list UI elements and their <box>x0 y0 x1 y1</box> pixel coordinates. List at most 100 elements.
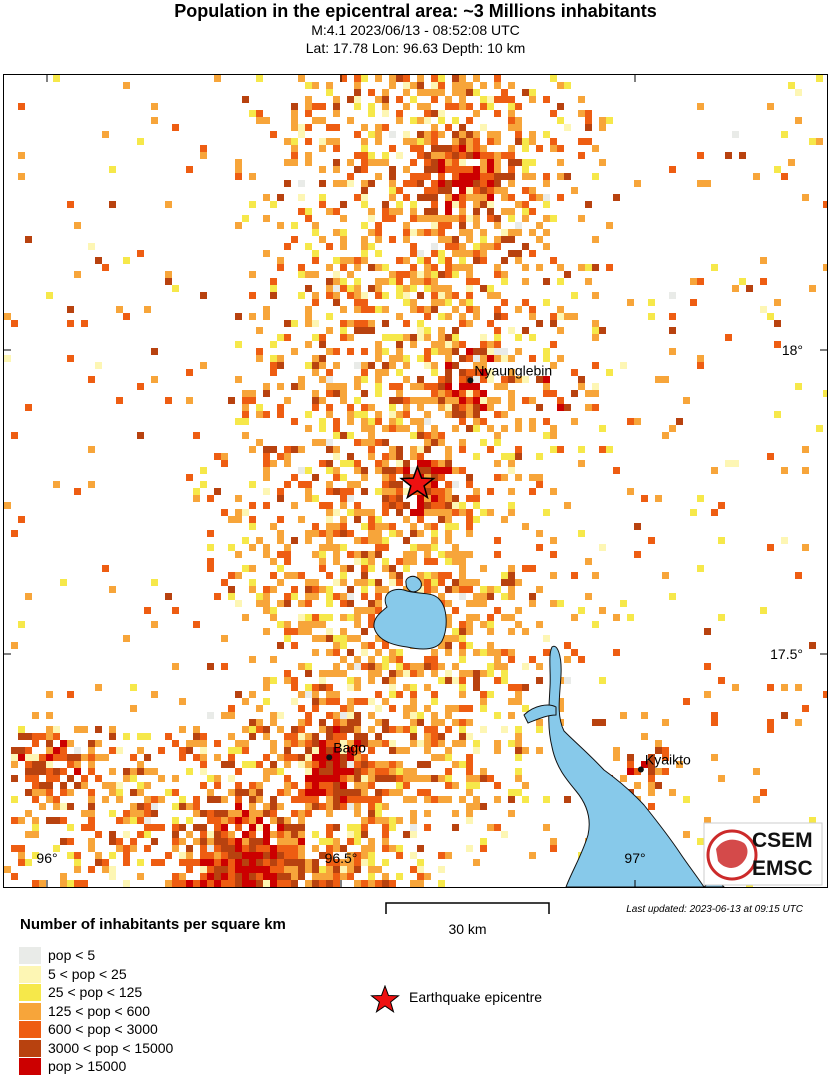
population-cell <box>396 208 403 215</box>
population-cell <box>445 341 452 348</box>
population-cell <box>298 852 305 859</box>
population-cell <box>445 460 452 467</box>
population-cell <box>340 306 347 313</box>
population-cell <box>480 838 487 845</box>
population-cell <box>466 194 473 201</box>
population-cell <box>298 663 305 670</box>
population-cell <box>578 96 585 103</box>
population-cell <box>417 761 424 768</box>
population-cell <box>249 866 256 873</box>
population-cell <box>459 383 466 390</box>
population-cell <box>109 810 116 817</box>
population-cell <box>137 250 144 257</box>
population-cell <box>445 152 452 159</box>
population-cell <box>193 495 200 502</box>
population-cell <box>368 803 375 810</box>
population-cell <box>781 684 788 691</box>
population-cell <box>410 159 417 166</box>
population-cell <box>375 341 382 348</box>
population-cell <box>361 467 368 474</box>
population-cell <box>361 852 368 859</box>
population-cell <box>473 173 480 180</box>
population-cell <box>340 474 347 481</box>
population-cell <box>347 649 354 656</box>
population-cell <box>354 712 361 719</box>
population-cell <box>403 138 410 145</box>
population-cell <box>340 397 347 404</box>
population-cell <box>263 607 270 614</box>
population-cell <box>319 761 326 768</box>
population-cell <box>501 593 508 600</box>
population-cell <box>18 754 25 761</box>
population-cell <box>403 796 410 803</box>
population-cell <box>578 656 585 663</box>
population-cell <box>214 754 221 761</box>
population-cell <box>333 453 340 460</box>
population-cell <box>375 733 382 740</box>
population-cell <box>214 593 221 600</box>
population-cell <box>151 810 158 817</box>
population-cell <box>452 523 459 530</box>
population-cell <box>480 124 487 131</box>
population-cell <box>452 180 459 187</box>
population-cell <box>711 509 718 516</box>
population-cell <box>389 271 396 278</box>
population-cell <box>585 404 592 411</box>
population-cell <box>459 166 466 173</box>
population-cell <box>214 775 221 782</box>
population-cell <box>368 110 375 117</box>
population-cell <box>298 824 305 831</box>
population-cell <box>445 754 452 761</box>
population-cell <box>424 663 431 670</box>
population-cell <box>578 138 585 145</box>
population-cell <box>25 789 32 796</box>
population-cell <box>291 474 298 481</box>
population-cell <box>284 460 291 467</box>
population-cell <box>480 201 487 208</box>
population-cell <box>368 404 375 411</box>
population-cell <box>515 768 522 775</box>
population-cell <box>459 726 466 733</box>
population-cell <box>284 551 291 558</box>
population-cell <box>508 173 515 180</box>
population-cell <box>298 628 305 635</box>
population-cell <box>382 439 389 446</box>
population-cell <box>25 236 32 243</box>
population-cell <box>599 327 606 334</box>
population-cell <box>480 82 487 89</box>
population-cell <box>445 369 452 376</box>
population-cell <box>361 166 368 173</box>
population-cell <box>340 327 347 334</box>
population-cell <box>74 859 81 866</box>
population-cell <box>410 418 417 425</box>
population-cell <box>487 341 494 348</box>
population-cell <box>319 166 326 173</box>
population-cell <box>466 803 473 810</box>
population-cell <box>109 726 116 733</box>
population-cell <box>459 131 466 138</box>
population-map[interactable]: 96° 96.5° 97° 18° 17.5° Nyaunglebin Bago Kyaik… <box>3 74 828 888</box>
population-cell <box>431 271 438 278</box>
population-cell <box>424 586 431 593</box>
population-cell <box>466 285 473 292</box>
population-cell <box>18 621 25 628</box>
population-cell <box>473 796 480 803</box>
population-cell <box>396 656 403 663</box>
population-cell <box>473 180 480 187</box>
population-cell <box>704 817 711 824</box>
population-cell <box>368 873 375 880</box>
population-cell <box>368 677 375 684</box>
population-cell <box>389 355 396 362</box>
population-cell <box>809 642 816 649</box>
population-cell <box>179 824 186 831</box>
population-cell <box>277 516 284 523</box>
population-cell <box>634 523 641 530</box>
population-cell <box>193 796 200 803</box>
population-cell <box>249 719 256 726</box>
population-cell <box>466 474 473 481</box>
population-cell <box>466 82 473 89</box>
population-cell <box>361 243 368 250</box>
population-cell <box>326 761 333 768</box>
population-cell <box>326 509 333 516</box>
population-cell <box>389 768 396 775</box>
